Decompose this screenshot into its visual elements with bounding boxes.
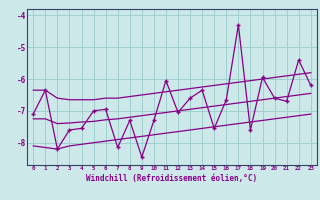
- X-axis label: Windchill (Refroidissement éolien,°C): Windchill (Refroidissement éolien,°C): [86, 174, 258, 183]
